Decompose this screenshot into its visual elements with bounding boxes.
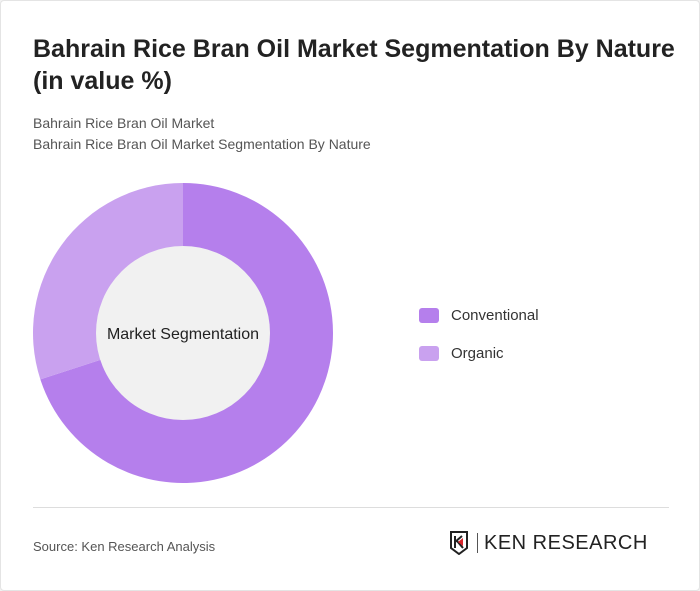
donut-hole	[96, 246, 270, 420]
donut-chart: Market Segmentation	[32, 183, 333, 483]
legend-swatch	[419, 345, 439, 361]
logo-text: KEN RESEARCH	[477, 533, 648, 553]
legend-item-organic[interactable]: Organic	[419, 343, 539, 363]
source-note: Source: Ken Research Analysis	[33, 539, 216, 554]
center-label: Market Segmentation	[107, 326, 259, 343]
page-title: Bahrain Rice Bran Oil Market Segmentatio…	[33, 35, 675, 95]
divider	[33, 507, 669, 508]
logo-icon	[450, 531, 468, 555]
legend-label: Conventional	[451, 306, 539, 324]
subtitle-market: Bahrain Rice Bran Oil Market	[33, 115, 215, 131]
legend-swatch	[419, 307, 439, 323]
subtitle-segmentation: Bahrain Rice Bran Oil Market Segmentatio…	[33, 136, 371, 152]
legend-item-conventional[interactable]: Conventional	[419, 305, 539, 325]
ken-research-logo: KEN RESEARCH	[449, 531, 648, 555]
legend-label: Organic	[451, 344, 504, 362]
legend: Conventional Organic	[419, 305, 539, 381]
